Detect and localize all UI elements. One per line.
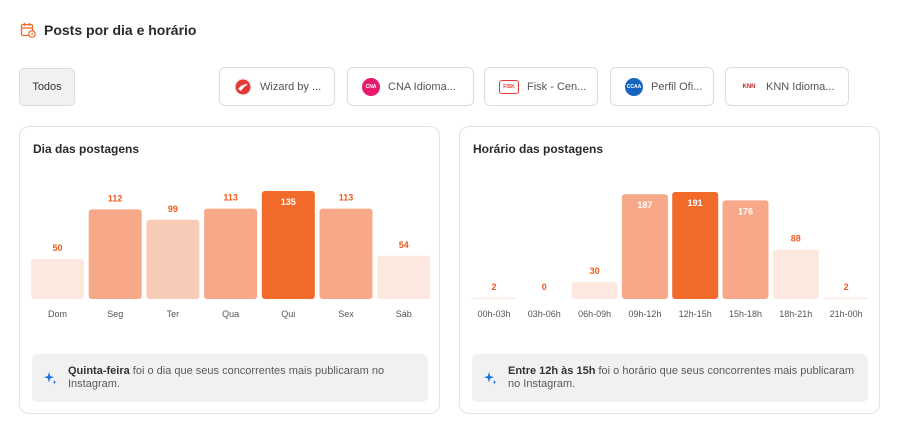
day-bar-1[interactable] [88,209,142,299]
section-header: Posts por dia e horário [20,22,196,38]
hour-category-label-1: 03h-06h [528,309,561,319]
wizard-logo-icon [234,77,252,96]
sparkle-icon [484,372,497,385]
day-category-label-1: Seg [107,309,123,319]
hour-bar-3[interactable] [621,194,668,299]
hour-category-label-0: 00h-03h [477,309,510,319]
hour-value-label-2: 30 [590,266,600,276]
day-bar-2[interactable] [146,219,200,299]
hour-value-label-5: 176 [738,206,753,216]
day-value-label-2: 99 [168,204,178,214]
hour-category-label-5: 15h-18h [729,309,762,319]
day-bar-5[interactable] [319,208,373,299]
day-bar-3[interactable] [204,208,258,299]
knn-logo-icon: KNN [740,77,758,96]
hour-value-label-7: 2 [844,282,849,292]
hour-bar-chart: 2 00h-03h 0 03h-06h 30 06h-09h 187 09h-12h 191 12… [471,192,870,319]
hour-bar-7[interactable] [823,297,870,299]
hour-bar-5[interactable] [722,200,769,299]
cna-logo-icon: CNA [362,77,380,96]
day-category-label-0: Dom [48,309,67,319]
day-bar-4[interactable] [261,191,315,299]
hour-chart-title: Horário das postagens [473,142,604,156]
day-category-label-6: Sáb [396,309,412,319]
day-bar-6[interactable] [377,255,431,299]
day-value-label-1: 112 [108,193,123,203]
day-category-label-2: Ter [167,309,180,319]
day-value-label-4: 135 [281,197,296,207]
hour-insight-box: Entre 12h às 15h foi o horário que seus … [472,354,868,402]
competitor-chip-fisk[interactable]: FISK Fisk - Cen... [484,67,598,106]
day-insight-box: Quinta-feira foi o dia que seus concorre… [32,354,428,402]
ccaa-logo-icon: CCAA [625,77,643,96]
hour-insight-text: Entre 12h às 15h foi o horário que seus … [508,365,855,390]
page-title: Posts por dia e horário [44,22,197,38]
fisk-logo-icon: FISK [499,79,519,94]
hour-bar-2[interactable] [571,282,618,299]
hour-chart-card: Horário das postagens 2 00h-03h 0 03h-06h 30… [459,126,880,414]
hour-category-label-6: 18h-21h [779,309,812,319]
hour-bar-0[interactable] [471,297,517,299]
day-value-label-3: 113 [223,193,238,203]
day-value-label-6: 54 [399,240,409,250]
hour-value-label-6: 88 [791,234,801,244]
day-category-label-3: Qua [222,309,239,319]
hour-category-label-3: 09h-12h [628,309,661,319]
sparkle-icon [44,372,57,385]
calendar-clock-icon [20,23,36,38]
competitor-chip-wizard[interactable]: Wizard by ... [219,67,335,106]
day-category-label-5: Sex [338,309,354,319]
hour-category-label-2: 06h-09h [578,309,611,319]
hour-category-label-4: 12h-15h [679,309,712,319]
competitor-chip-knn[interactable]: KNN KNN Idioma... [725,67,849,106]
day-bar-chart: 50 Dom 112 Seg 99 Ter 113 Qua 135 Qui 113 Sex 54 Sáb [31,191,431,319]
day-insight-text: Quinta-feira foi o dia que seus concorre… [68,365,385,390]
hour-bar-4[interactable] [672,192,719,299]
hour-value-label-1: 0 [542,282,547,292]
hour-value-label-0: 2 [491,282,496,292]
filter-all-button[interactable]: Todos [19,68,75,106]
hour-value-label-3: 187 [637,200,652,210]
day-category-label-4: Qui [281,309,295,319]
day-chart-card: Dia das postagens 50 Dom 112 Seg 99 Ter 113 Qua… [19,126,440,414]
day-chart-title: Dia das postagens [33,142,140,156]
day-value-label-5: 113 [339,193,354,203]
competitor-chip-ccaa[interactable]: CCAA Perfil Ofi... [610,67,714,106]
day-value-label-0: 50 [52,243,62,253]
hour-value-label-4: 191 [688,198,703,208]
day-bar-0[interactable] [31,259,84,299]
hour-bar-6[interactable] [772,249,819,299]
hour-category-label-7: 21h-00h [830,309,863,319]
competitor-chip-cna[interactable]: CNA CNA Idioma... [347,67,474,106]
